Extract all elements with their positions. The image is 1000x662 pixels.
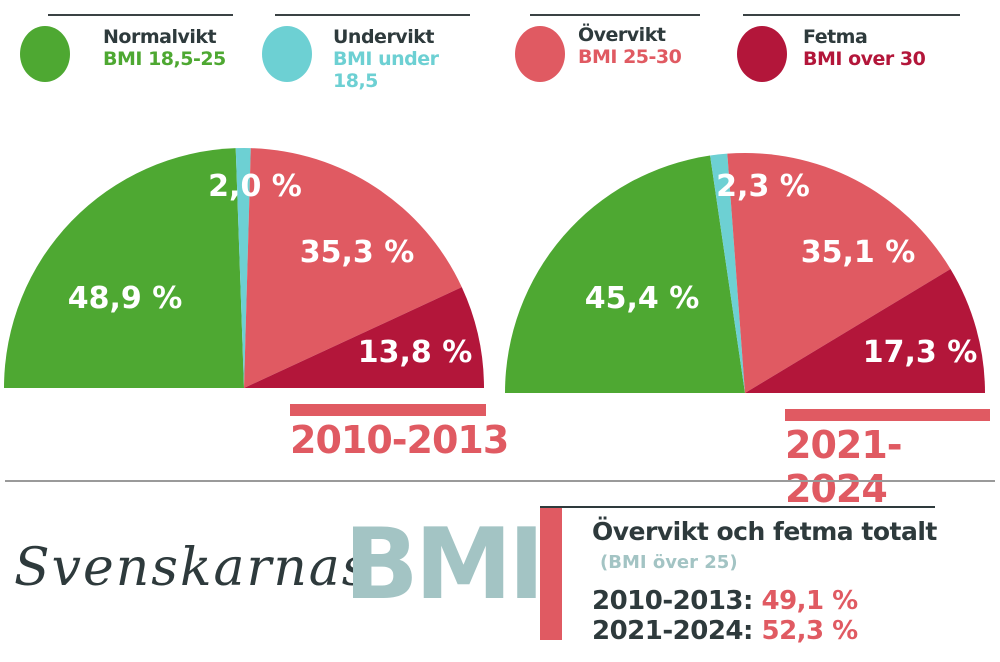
legend-rule	[48, 14, 233, 16]
script-title: Svenskarnas	[14, 538, 371, 598]
chart-title-2021-2024: 2021-2024	[785, 423, 903, 511]
data-label: 35,1 %	[801, 235, 916, 270]
legend-swatch-overvikt	[515, 26, 565, 82]
legend-sub: BMI under 18,5	[333, 48, 439, 92]
pie-slice-fetma	[745, 269, 985, 393]
legend-swatch-fetma	[737, 26, 787, 82]
summary-period: 2010-2013:	[592, 586, 753, 616]
bmi-title: BMI	[344, 508, 545, 622]
summary-row-2021: 2021-2024: 52,3 %	[592, 616, 858, 646]
summary-row-2010: 2010-2013: 49,1 %	[592, 586, 858, 616]
summary-value: 52,3 %	[761, 616, 858, 646]
summary-title: Övervikt och fetma totalt	[592, 517, 937, 546]
legend-rule	[743, 14, 960, 16]
data-label: 13,8 %	[358, 335, 473, 370]
legend-sub: BMI 25-30	[578, 46, 682, 68]
legend-sub: BMI over 30	[803, 48, 926, 70]
data-label: 45,4 %	[585, 281, 700, 316]
legend-rule	[275, 14, 470, 16]
year-bar-2010	[290, 404, 486, 416]
legend-item-normalvikt: Normalvikt BMI 18,5-25	[103, 26, 226, 70]
pie-slice-övervikt	[244, 148, 462, 388]
summary-period: 2021-2024:	[592, 616, 753, 646]
legend-title: Undervikt	[333, 26, 434, 48]
legend-swatch-undervikt	[262, 26, 312, 82]
summary-value: 49,1 %	[761, 586, 858, 616]
pie-slice-övervikt	[727, 153, 951, 393]
summary-rule	[540, 506, 935, 508]
summary-subtitle: (BMI över 25)	[600, 552, 738, 573]
legend-item-overvikt: Övervikt BMI 25-30	[578, 24, 682, 68]
year-bar-2021	[785, 409, 990, 421]
legend-sub: BMI 18,5-25	[103, 48, 226, 70]
summary-accent-bar	[540, 508, 562, 640]
legend-title: Fetma	[803, 26, 868, 48]
legend-title: Normalvikt	[103, 26, 217, 48]
pie-slice-undervikt	[235, 148, 251, 388]
chart-title-2010-2013: 2010-2013	[290, 418, 509, 462]
pie-slice-fetma	[244, 287, 484, 388]
data-label: 17,3 %	[863, 335, 978, 370]
divider	[5, 480, 995, 482]
legend-item-fetma: Fetma BMI over 30	[803, 26, 926, 70]
data-label: 2,3 %	[716, 169, 810, 204]
semicircle-pie-charts: 48,9 % 2,0 % 35,3 % 13,8 % 45,4 % 2,3 % 35,1 %…	[4, 148, 985, 393]
data-label: 2,0 %	[208, 169, 302, 204]
legend-swatch-normalvikt	[20, 26, 70, 82]
pie-slice-normalvikt	[4, 148, 244, 388]
legend-rule	[530, 14, 700, 16]
legend-title: Övervikt	[578, 24, 666, 46]
legend-item-undervikt: Undervikt BMI under 18,5	[333, 26, 453, 92]
data-label: 35,3 %	[300, 235, 415, 270]
pie-slice-undervikt	[710, 153, 745, 393]
pie-slice-normalvikt	[505, 155, 745, 393]
data-label: 48,9 %	[68, 281, 183, 316]
